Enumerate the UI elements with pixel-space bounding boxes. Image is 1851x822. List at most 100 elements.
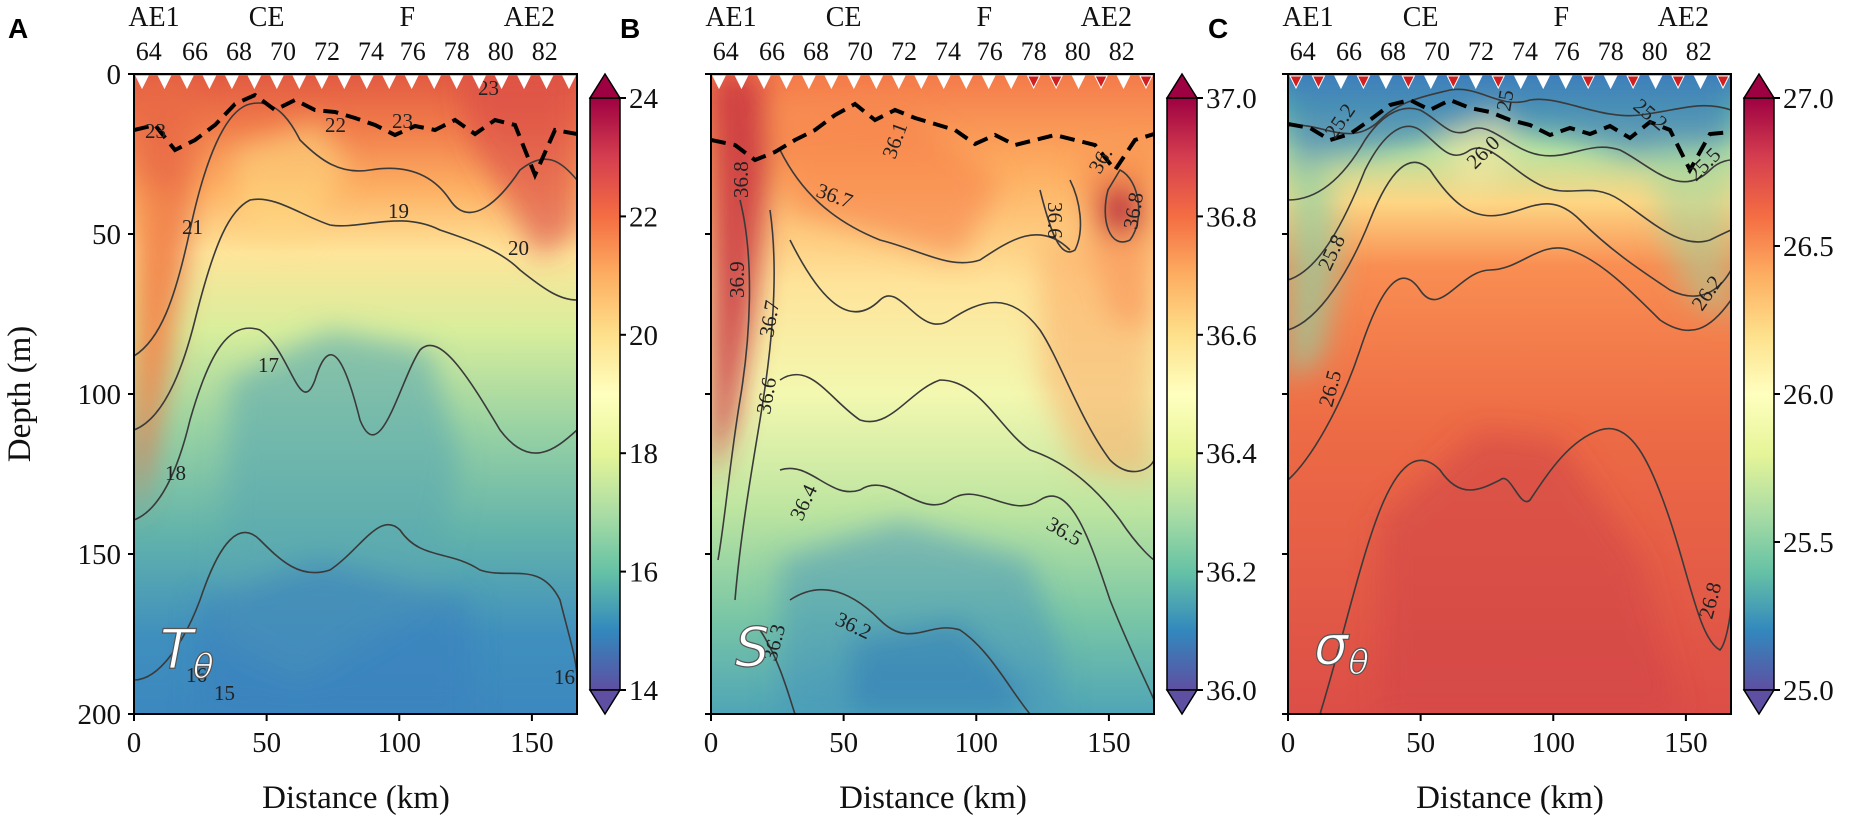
station-marker bbox=[359, 75, 374, 90]
colorbar-tick-label: 25.5 bbox=[1783, 527, 1834, 559]
colorbar-bar bbox=[1166, 97, 1198, 691]
station-marker bbox=[427, 75, 441, 90]
colorbar-tick-label: 36.6 bbox=[1206, 320, 1257, 352]
x-tick-label: 150 bbox=[1087, 727, 1131, 759]
x-tick-label: 50 bbox=[252, 727, 281, 759]
panel-b-contours bbox=[717, 149, 1154, 714]
station-marker bbox=[225, 75, 239, 90]
station-marker bbox=[824, 75, 839, 90]
station-marker bbox=[1311, 75, 1326, 90]
colorbar-tick-label: 25.0 bbox=[1783, 675, 1834, 707]
station-marker bbox=[1116, 75, 1131, 90]
contour-label: 21 bbox=[182, 215, 203, 239]
station-marker bbox=[779, 75, 794, 90]
colorbar-extend-min bbox=[588, 689, 622, 716]
station-label: AE2 bbox=[1081, 2, 1132, 33]
station-label: AE1 bbox=[705, 2, 756, 33]
station-marker bbox=[1334, 75, 1348, 90]
panel-a-heatmap bbox=[134, 74, 577, 714]
x-tick-label: 150 bbox=[510, 727, 554, 759]
station-number: 80 bbox=[1642, 37, 1668, 66]
station-marker bbox=[1356, 75, 1371, 90]
station-marker bbox=[1603, 75, 1618, 90]
colorbar-bar bbox=[589, 97, 621, 691]
panel-c-x-ticks: 0 50 100 150 bbox=[1281, 714, 1708, 759]
station-number: 72 bbox=[1468, 37, 1494, 66]
station-marker bbox=[802, 75, 816, 90]
station-number: 64 bbox=[713, 37, 739, 66]
panel-b-heatmap bbox=[711, 74, 1154, 714]
station-marker bbox=[404, 75, 419, 90]
x-tick-label: 0 bbox=[704, 727, 719, 759]
station-marker bbox=[292, 75, 307, 90]
panel-letter-b: B bbox=[620, 13, 640, 44]
colorbar-tick-label: 36.8 bbox=[1206, 201, 1257, 233]
y-tick-label: 50 bbox=[92, 219, 121, 251]
station-marker bbox=[539, 75, 554, 90]
contour-label: 17 bbox=[258, 353, 279, 377]
colorbar-tick-label: 27.0 bbox=[1783, 83, 1834, 115]
station-marker bbox=[247, 75, 262, 90]
x-tick-label: 0 bbox=[1281, 727, 1296, 759]
station-number: 78 bbox=[444, 37, 470, 66]
station-number: 72 bbox=[891, 37, 917, 66]
station-marker bbox=[270, 75, 284, 90]
station-marker bbox=[1004, 75, 1018, 90]
station-marker bbox=[1581, 75, 1595, 90]
panel-b-x-ticks: 0 50 100 150 bbox=[704, 714, 1131, 759]
station-marker bbox=[1716, 75, 1730, 90]
panel-c-x-axis-label: Distance (km) bbox=[1416, 780, 1604, 816]
station-marker bbox=[1139, 75, 1153, 90]
station-marker bbox=[1491, 75, 1506, 90]
station-number: 74 bbox=[935, 37, 961, 66]
panel-b-station-labels: AE1 CE F AE2 64 66 68 70 72 74 76 78 80 82 bbox=[705, 2, 1134, 66]
station-marker bbox=[1513, 75, 1528, 90]
panel-a-x-axis-label: Distance (km) bbox=[262, 780, 450, 816]
station-marker bbox=[891, 75, 906, 90]
station-marker bbox=[135, 75, 149, 90]
station-marker bbox=[494, 75, 509, 90]
station-label: CE bbox=[826, 2, 862, 33]
contour-label: 36.8 bbox=[729, 161, 753, 198]
colorbar-tick-label: 26.5 bbox=[1783, 231, 1834, 263]
station-number: 72 bbox=[314, 37, 340, 66]
station-label: AE1 bbox=[1282, 2, 1333, 33]
x-tick-label: 0 bbox=[127, 727, 142, 759]
station-marker bbox=[314, 75, 329, 90]
station-number: 74 bbox=[358, 37, 384, 66]
station-label: CE bbox=[1403, 2, 1439, 33]
contour-label: 23 bbox=[478, 76, 499, 100]
station-number: 76 bbox=[1554, 37, 1580, 66]
x-tick-label: 50 bbox=[1406, 727, 1435, 759]
panel-a-station-markers bbox=[135, 75, 576, 90]
colorbar-tick-label: 24 bbox=[629, 83, 659, 115]
station-marker bbox=[180, 75, 194, 90]
station-number: 76 bbox=[977, 37, 1003, 66]
station-marker bbox=[1468, 75, 1483, 90]
panel-c-station-markers bbox=[1289, 75, 1730, 90]
contour-label: 15 bbox=[214, 681, 235, 705]
panel-b-colorbar: 36.0 36.2 36.4 36.6 36.8 37.0 bbox=[1165, 72, 1257, 716]
station-marker bbox=[1071, 75, 1086, 90]
panel-b-y-ticks bbox=[705, 73, 711, 715]
colorbar-tick-label: 18 bbox=[629, 438, 658, 470]
station-number: 68 bbox=[1380, 37, 1406, 66]
station-number: 66 bbox=[182, 37, 208, 66]
colorbar-tick-label: 36.2 bbox=[1206, 557, 1257, 589]
station-number: 68 bbox=[803, 37, 829, 66]
colorbar-extend-min bbox=[1742, 689, 1776, 716]
y-tick-label: 150 bbox=[78, 539, 122, 571]
station-marker bbox=[1671, 75, 1685, 90]
panel-c-heatmap bbox=[1288, 74, 1731, 714]
colorbar-tick-label: 36.0 bbox=[1206, 675, 1257, 707]
contour-label: 23 bbox=[392, 109, 413, 133]
station-marker bbox=[517, 75, 531, 90]
panel-c-colorbar: 25.0 25.5 26.0 26.5 27.0 bbox=[1742, 72, 1834, 716]
station-label: AE2 bbox=[1658, 2, 1709, 33]
colorbar-tick-label: 14 bbox=[629, 675, 659, 707]
station-number: 64 bbox=[1290, 37, 1316, 66]
colorbar-extend-max bbox=[1742, 72, 1776, 99]
station-marker bbox=[1648, 75, 1663, 90]
station-marker bbox=[1536, 75, 1551, 90]
